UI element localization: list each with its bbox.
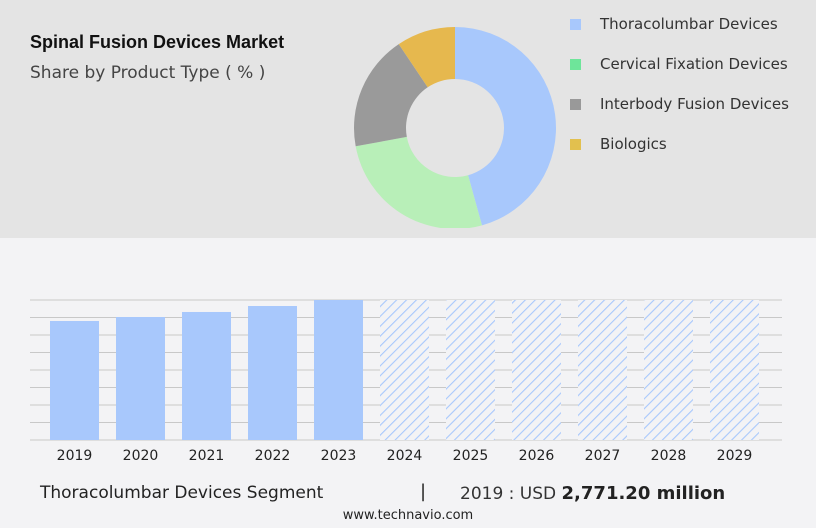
x-tick-label: 2019 [57,448,93,464]
x-tick-label: 2029 [717,448,753,464]
legend-swatch [570,18,581,30]
donut-chart [354,27,556,228]
donut-slice-0 [455,27,556,226]
x-tick-label: 2027 [585,448,621,464]
year-label: 2019 : USD [460,484,557,504]
segment-label: Thoracolumbar Devices Segment [40,483,324,503]
value-amount: 2,771.20 million [561,483,726,504]
legend-item: Interbody Fusion Devices [570,84,789,124]
bar [50,320,99,440]
legend-swatch [570,138,581,150]
x-tick-label: 2024 [387,448,423,464]
bar [248,306,297,440]
x-tick-label: 2028 [651,448,687,464]
x-tick-label: 2025 [453,448,489,464]
legend-label: Thoracolumbar Devices [600,15,778,33]
separator: | [420,481,427,502]
legend-label: Biologics [600,135,667,153]
bar [314,300,363,440]
x-tick-label: 2023 [321,448,357,464]
x-tick-label: 2021 [189,448,225,464]
forecast-bar [446,300,495,440]
donut-slice-3 [398,27,455,88]
x-tick-label: 2022 [255,448,291,464]
bar [182,311,231,440]
website-link[interactable]: www.technavio.com [342,508,474,523]
donut-slice-1 [355,136,482,228]
bar [116,317,165,440]
forecast-bar [644,300,693,440]
legend-item: Cervical Fixation Devices [570,44,789,84]
chart-subtitle: Share by Product Type ( % ) [30,63,266,83]
segment-value: 2019 : USD 2,771.20 million [460,483,725,504]
x-tick-label: 2026 [519,448,555,464]
forecast-bar [512,300,561,440]
forecast-bar [710,300,759,440]
donut-slice-2 [354,44,428,147]
legend-swatch [570,98,581,110]
legend-item: Biologics [570,124,789,164]
chart-title: Spinal Fusion Devices Market [30,32,285,52]
legend-item: Thoracolumbar Devices [570,4,789,44]
bar-chart: 2019 2020 2021 2022 2023 2024 2025 2026 2027 2028… [30,299,782,464]
legend-label: Cervical Fixation Devices [600,55,788,73]
x-tick-label: 2020 [123,448,159,464]
forecast-bar [380,300,429,440]
legend: Thoracolumbar Devices Cervical Fixation D… [570,4,789,164]
legend-label: Interbody Fusion Devices [600,95,789,113]
forecast-bar [578,300,627,440]
legend-swatch [570,58,581,70]
